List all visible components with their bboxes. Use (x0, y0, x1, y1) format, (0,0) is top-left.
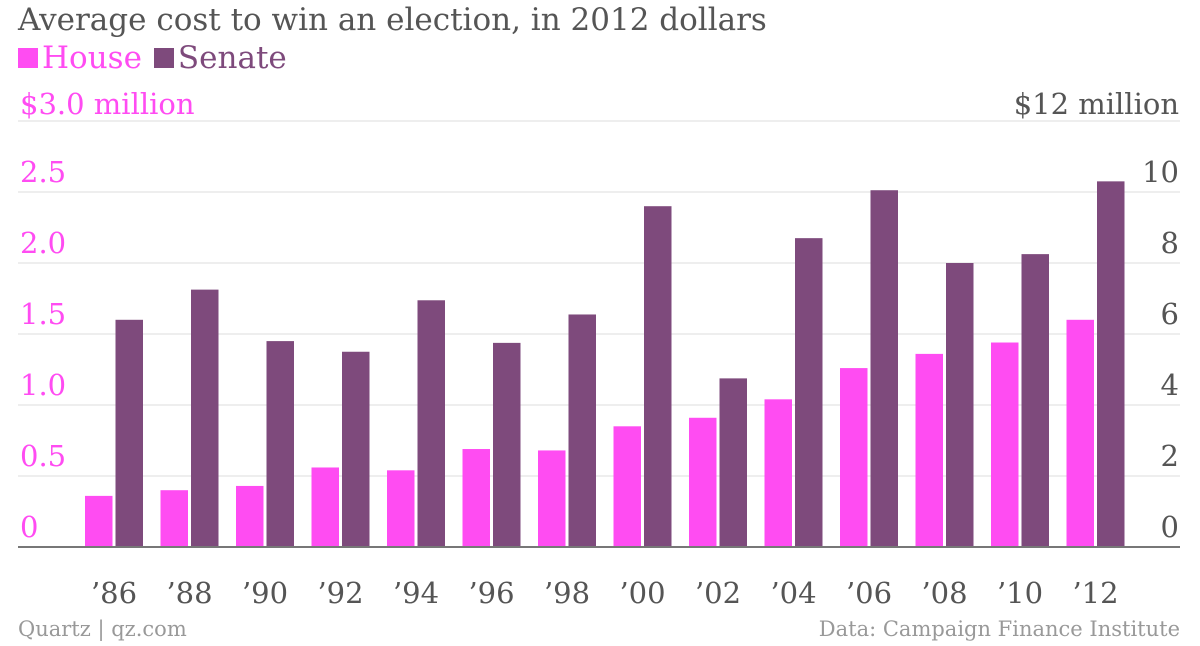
bar-house (311, 467, 339, 547)
footer-source: Data: Campaign Finance Institute (818, 617, 1180, 641)
bar-senate (568, 314, 596, 547)
x-tick-label: ’08 (921, 576, 967, 610)
bar-senate (946, 263, 974, 547)
bar-house (991, 342, 1019, 547)
legend-item-senate: Senate (153, 40, 287, 76)
x-tick-label: ’88 (166, 576, 212, 610)
bar-house (160, 490, 188, 547)
legend-label-house: House (42, 40, 142, 76)
legend-swatch-house (18, 48, 38, 68)
right-tick-label: 2 (1161, 439, 1179, 473)
left-tick-label: 0 (20, 510, 38, 544)
bar-senate (795, 238, 823, 547)
x-tick-label: ’90 (242, 576, 288, 610)
x-tick-label: ’96 (468, 576, 514, 610)
right-tick-label: 10 (1142, 155, 1179, 189)
bar-senate (719, 378, 747, 547)
bar-house (236, 485, 264, 547)
bar-house (387, 470, 415, 547)
bar-senate (115, 319, 143, 547)
x-tick-label: ’98 (544, 576, 590, 610)
bar-senate (191, 289, 219, 547)
x-tick-label: ’12 (1072, 576, 1118, 610)
bar-house (1066, 319, 1094, 547)
bars (85, 181, 1125, 547)
bar-house (538, 450, 566, 547)
bar-house (85, 495, 113, 547)
x-tick-label: ’02 (695, 576, 741, 610)
right-tick-label: 8 (1161, 226, 1179, 260)
bar-senate (870, 190, 898, 547)
x-tick-label: ’00 (619, 576, 665, 610)
left-tick-label: 2.0 (20, 226, 66, 260)
x-tick-label: ’92 (317, 576, 363, 610)
bar-senate (1097, 181, 1125, 547)
left-tick-label: $3.0 million (20, 87, 195, 121)
left-tick-label: 1.0 (20, 368, 66, 402)
chart-title: Average cost to win an election, in 2012… (18, 2, 767, 38)
x-tick-label: ’04 (770, 576, 816, 610)
bar-house (462, 449, 490, 547)
right-tick-label: 6 (1161, 297, 1179, 331)
bar-house (689, 417, 717, 547)
bar-senate (266, 341, 294, 547)
legend-label-senate: Senate (177, 40, 287, 76)
right-tick-label: $12 million (1014, 87, 1179, 121)
bar-senate (1021, 254, 1049, 547)
x-tick-label: ’94 (393, 576, 439, 610)
bar-senate (644, 206, 672, 547)
bar-senate (417, 300, 445, 547)
x-tick-label: ’86 (91, 576, 137, 610)
legend: House Senate (18, 40, 299, 76)
legend-swatch-senate (153, 48, 174, 68)
left-tick-label: 2.5 (20, 155, 66, 189)
left-tick-label: 1.5 (20, 297, 66, 331)
bar-house (915, 353, 943, 547)
x-tick-label: ’10 (997, 576, 1043, 610)
bar-house (764, 399, 792, 547)
bar-senate (342, 351, 370, 547)
right-tick-label: 4 (1161, 368, 1179, 402)
bar-house (613, 426, 641, 547)
bar-senate (493, 342, 521, 547)
axes: 0 0.5 1.0 1.5 2.0 2.5 $3.0 million 0 2 4 6 8 10 $12 m… (18, 87, 1180, 610)
bar-house (840, 368, 868, 547)
x-tick-label: ’06 (846, 576, 892, 610)
left-tick-label: 0.5 (20, 439, 66, 473)
legend-item-house: House (18, 40, 142, 76)
footer-credit: Quartz | qz.com (18, 617, 187, 641)
right-tick-label: 0 (1161, 510, 1179, 544)
